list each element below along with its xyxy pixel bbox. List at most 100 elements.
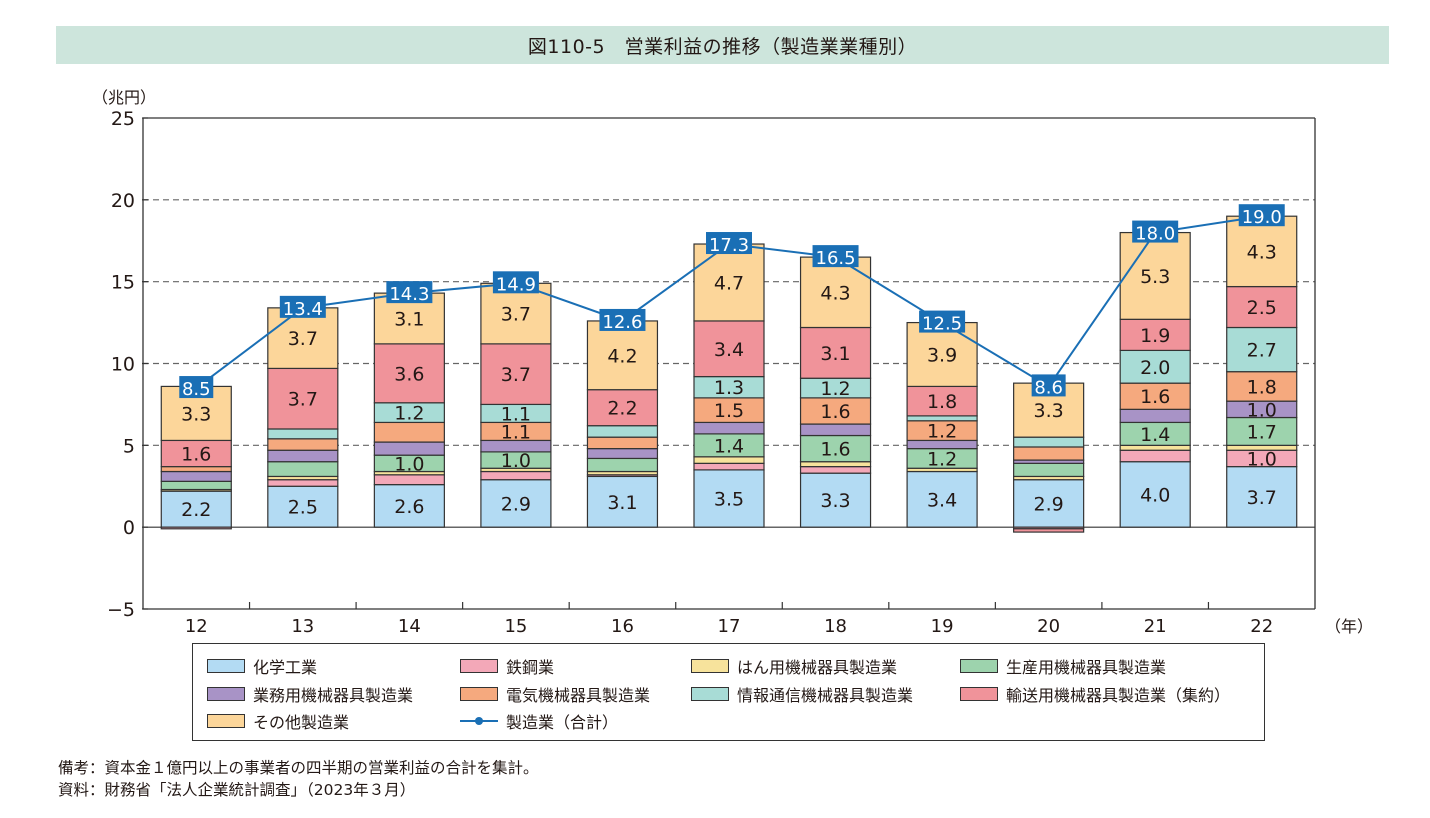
bar-segment [586, 320, 659, 391]
bar-segment-label: 2.5 [288, 497, 318, 519]
bar-segment-label: 1.6 [820, 439, 850, 461]
bar-segment [267, 449, 339, 463]
bar-segment [906, 415, 978, 422]
bar-segment-label: 4.7 [714, 272, 744, 294]
bar-segment [693, 243, 765, 322]
total-label-box [1132, 220, 1179, 243]
total-label-box [706, 232, 752, 255]
y-tick-label: 15 [111, 272, 135, 294]
remark-note: 備考：資本金１億円以上の事業者の四半期の営業利益の合計を集計。 [58, 759, 539, 777]
bar-segment-label: 3.7 [1247, 487, 1277, 509]
bar-segment [373, 343, 445, 404]
total-label: 17.3 [709, 235, 749, 256]
y-tick-label: −5 [107, 599, 135, 621]
y-tick-label: 20 [111, 190, 135, 212]
chart-title: 図110-5 営業利益の推移（製造業業種別） [527, 35, 918, 58]
total-label: 8.5 [182, 379, 211, 400]
y-tick-label: 5 [123, 435, 135, 457]
y-tick-label: 0 [123, 517, 135, 539]
bar-segment [693, 421, 765, 435]
bar-segment-label: 1.8 [927, 391, 957, 413]
bar-segment [160, 480, 232, 491]
bar-segment [799, 397, 872, 425]
bar-segment-label: 1.2 [394, 403, 424, 425]
total-label-box [1031, 374, 1066, 397]
bar-segment-label: 3.7 [288, 389, 318, 411]
legend-item-transport-machinery: 輸送用機械器具製造業（集約） [960, 682, 1230, 706]
bar-segment-label: 4.3 [1247, 241, 1277, 263]
bar-segment [267, 428, 339, 440]
bar-segment [693, 320, 765, 378]
bar-segment-label: 2.7 [1247, 340, 1277, 362]
x-tick-label: 21 [1144, 616, 1167, 637]
bar-segment [1119, 449, 1191, 463]
bar-segment-label: 3.1 [607, 492, 637, 514]
total-label: 14.9 [496, 274, 536, 295]
legend-label: その他製造業 [253, 713, 350, 732]
bar-segment [586, 448, 659, 460]
bar-segment-label: 3.3 [820, 490, 850, 512]
bar-segment-label: 3.7 [501, 304, 531, 326]
bar-segment-label: 1.2 [820, 378, 850, 400]
bar-segment [1119, 444, 1191, 451]
y-tick-label: 25 [111, 108, 135, 130]
bar-segment [906, 385, 978, 417]
bar-segment [1013, 528, 1085, 533]
legend-label: 製造業（合計） [506, 713, 619, 732]
legend-swatch [960, 687, 998, 701]
footnotes: 備考：資本金１億円以上の事業者の四半期の営業利益の合計を集計。 資料：財務省「法… [58, 757, 539, 801]
bar-segment-label: 3.7 [288, 328, 318, 350]
bar-segment [373, 474, 445, 486]
bar-segment-label: 5.3 [1140, 266, 1170, 288]
bar-segment [1119, 231, 1191, 320]
bar-segment [586, 457, 659, 473]
bar-segment [1119, 461, 1191, 528]
legend-label: 生産用機械器具製造業 [1006, 658, 1167, 677]
x-tick-label: 18 [824, 616, 847, 637]
total-label-box [1238, 204, 1285, 227]
legend-item-other-manufacturing: その他製造業 [207, 709, 349, 733]
bar-segment-label: 3.5 [714, 489, 744, 511]
total-label: 14.3 [389, 284, 429, 305]
legend-swatch [207, 659, 245, 673]
bar-segment [480, 343, 552, 406]
bar-segment [1226, 371, 1298, 402]
bar-segment-label: 1.6 [1140, 386, 1170, 408]
bar-segment-label: 1.8 [1247, 376, 1277, 398]
bar-segment [1226, 444, 1298, 451]
bar-segment [693, 469, 765, 528]
bar-segment-label: 3.1 [820, 343, 850, 365]
bar-segment [586, 436, 659, 450]
bar-segment [799, 434, 872, 463]
x-tick-label: 22 [1250, 616, 1273, 637]
bar-segment [1226, 466, 1298, 528]
bar-segment [160, 466, 232, 473]
bar-segment [1226, 326, 1298, 373]
bar-segment-label: 1.0 [394, 453, 424, 475]
legend: 化学工業 鉄鋼業 はん用機械器具製造業 生産用機械器具製造業 業務用機械器具製造… [192, 643, 1265, 741]
x-tick-label: 15 [504, 616, 527, 637]
legend-swatch [691, 659, 729, 673]
legend-label: 電気機械器具製造業 [506, 686, 651, 705]
bar-segment [1226, 416, 1298, 446]
stacked-bar-chart: −5 0 5 10 15 20 25（兆円） 12 13 14 15 16 17 18 19 20 21 22 （年… [92, 88, 1373, 637]
x-axis-unit: （年） [1325, 617, 1373, 636]
bar-segment-label: 2.9 [501, 493, 531, 515]
bar-segment [693, 462, 765, 471]
bar-segment [267, 461, 339, 478]
bar-segment-label: 3.3 [1034, 400, 1064, 422]
legend-item-electrical-machinery: 電気機械器具製造業 [460, 682, 650, 706]
bar-segment-label: 3.4 [714, 339, 744, 361]
bar-segment-label: 4.0 [1140, 484, 1170, 506]
legend-item-production-machinery: 生産用機械器具製造業 [960, 654, 1166, 678]
legend-swatch [207, 714, 245, 728]
bar-segment [160, 526, 232, 530]
bar-segment-label: 1.9 [1140, 325, 1170, 347]
bar-segment-label: 1.1 [501, 421, 531, 443]
bar-segment-label: 3.7 [501, 364, 531, 386]
legend-item-steel: 鉄鋼業 [460, 654, 554, 678]
y-tick-label: 10 [111, 354, 135, 376]
bar-segment-label: 2.2 [607, 398, 637, 420]
total-label: 8.6 [1034, 377, 1063, 398]
bar-segment [1226, 215, 1298, 288]
